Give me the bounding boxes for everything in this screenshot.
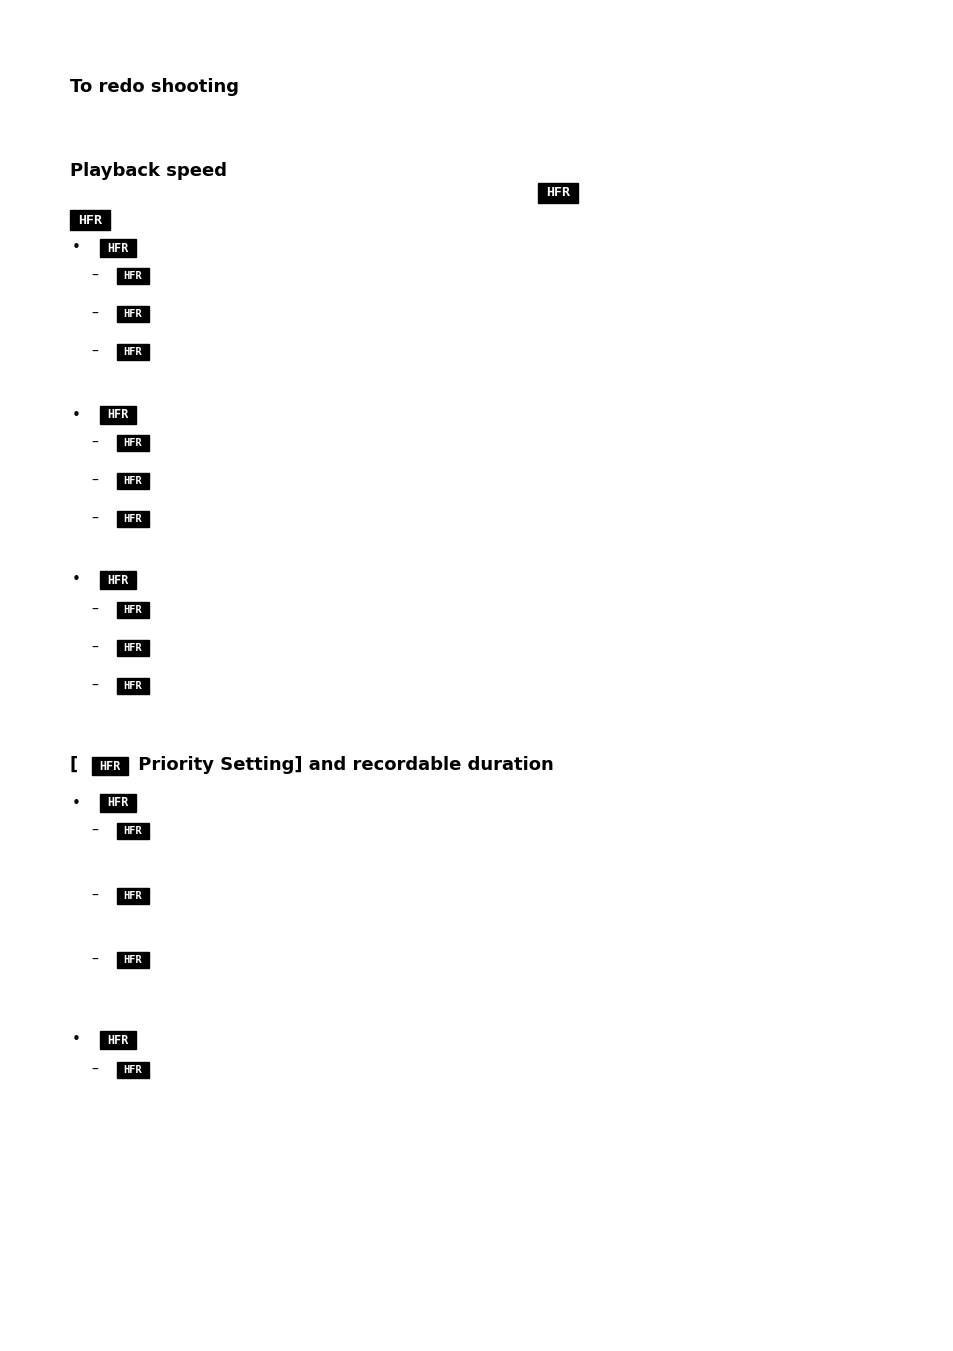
Text: –: – bbox=[91, 603, 98, 617]
Text: –: – bbox=[91, 436, 98, 450]
Text: [: [ bbox=[70, 757, 84, 774]
Text: HFR: HFR bbox=[545, 186, 569, 200]
Text: HFR: HFR bbox=[124, 1065, 142, 1075]
Bar bbox=[117, 345, 149, 359]
Bar bbox=[117, 823, 149, 839]
Text: –: – bbox=[91, 345, 98, 359]
Bar bbox=[117, 473, 149, 489]
Text: HFR: HFR bbox=[124, 955, 142, 965]
Text: HFR: HFR bbox=[124, 605, 142, 615]
Text: •: • bbox=[71, 796, 80, 811]
Text: •: • bbox=[71, 408, 80, 423]
Bar bbox=[117, 603, 149, 617]
Bar bbox=[117, 952, 149, 969]
Text: –: – bbox=[91, 512, 98, 526]
Text: –: – bbox=[91, 307, 98, 322]
Bar bbox=[537, 182, 578, 203]
Text: –: – bbox=[91, 952, 98, 967]
Text: To redo shooting: To redo shooting bbox=[70, 78, 239, 96]
Bar bbox=[117, 640, 149, 657]
Text: –: – bbox=[91, 824, 98, 838]
Text: HFR: HFR bbox=[107, 408, 129, 422]
Text: HFR: HFR bbox=[124, 272, 142, 281]
Text: HFR: HFR bbox=[124, 892, 142, 901]
Bar bbox=[117, 511, 149, 527]
Bar bbox=[117, 305, 149, 322]
Bar bbox=[100, 571, 136, 589]
Text: HFR: HFR bbox=[124, 309, 142, 319]
Bar bbox=[117, 1062, 149, 1078]
Text: HFR: HFR bbox=[107, 1034, 129, 1047]
Text: Playback speed: Playback speed bbox=[70, 162, 227, 180]
Text: –: – bbox=[91, 680, 98, 693]
Text: –: – bbox=[91, 640, 98, 655]
Text: •: • bbox=[71, 573, 80, 588]
Text: HFR: HFR bbox=[124, 513, 142, 524]
Text: •: • bbox=[71, 1032, 80, 1047]
Text: HFR: HFR bbox=[99, 759, 121, 773]
Text: HFR: HFR bbox=[107, 574, 129, 586]
Text: –: – bbox=[91, 474, 98, 488]
Text: HFR: HFR bbox=[124, 643, 142, 653]
Text: HFR: HFR bbox=[124, 438, 142, 449]
Text: HFR: HFR bbox=[78, 213, 102, 227]
Text: HFR: HFR bbox=[107, 797, 129, 809]
Bar bbox=[91, 757, 128, 775]
Text: HFR: HFR bbox=[124, 825, 142, 836]
Text: HFR: HFR bbox=[124, 681, 142, 690]
Bar bbox=[117, 435, 149, 451]
Text: –: – bbox=[91, 1063, 98, 1077]
Bar bbox=[117, 678, 149, 694]
Text: HFR: HFR bbox=[107, 242, 129, 254]
Text: HFR: HFR bbox=[124, 476, 142, 486]
Bar bbox=[100, 239, 136, 257]
Bar bbox=[100, 794, 136, 812]
Text: •: • bbox=[71, 240, 80, 255]
Bar bbox=[100, 1031, 136, 1048]
Bar bbox=[100, 407, 136, 424]
Text: –: – bbox=[91, 269, 98, 282]
Bar bbox=[117, 267, 149, 284]
Bar bbox=[70, 209, 110, 230]
Bar bbox=[117, 888, 149, 904]
Text: Priority Setting] and recordable duration: Priority Setting] and recordable duratio… bbox=[132, 757, 553, 774]
Text: HFR: HFR bbox=[124, 347, 142, 357]
Text: –: – bbox=[91, 889, 98, 902]
